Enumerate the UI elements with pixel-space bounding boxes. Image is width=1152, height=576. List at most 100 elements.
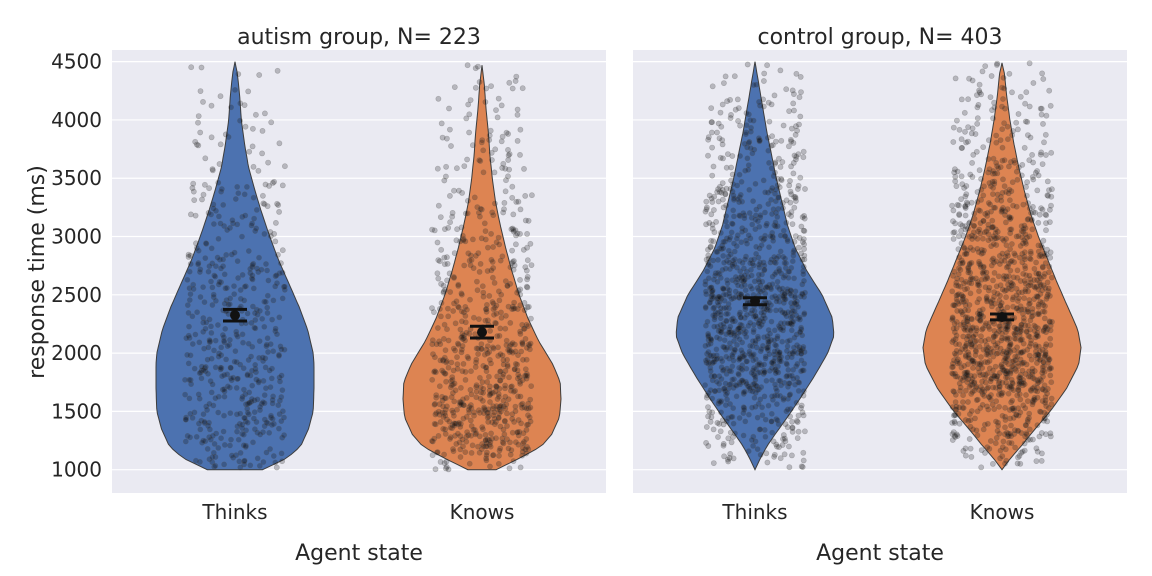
data-point <box>505 303 512 310</box>
data-point <box>248 353 254 360</box>
data-point <box>497 377 504 384</box>
data-point <box>1047 219 1053 225</box>
data-point <box>450 308 457 314</box>
data-point <box>263 419 270 426</box>
data-point <box>732 346 738 353</box>
data-point <box>502 165 509 172</box>
data-point <box>489 258 496 265</box>
data-point <box>513 232 519 239</box>
data-point <box>783 408 790 415</box>
data-point <box>279 247 286 254</box>
data-point <box>507 348 514 354</box>
data-point <box>970 151 977 158</box>
data-point <box>477 395 484 402</box>
data-point <box>476 374 483 381</box>
data-point <box>493 239 500 246</box>
data-point <box>788 163 794 170</box>
data-point <box>460 402 467 409</box>
data-point <box>750 367 756 374</box>
data-point <box>787 337 793 344</box>
data-point <box>209 302 216 308</box>
data-point <box>519 400 526 407</box>
data-point <box>953 347 960 354</box>
data-point <box>246 148 253 155</box>
data-point <box>956 233 962 240</box>
data-point <box>710 293 717 300</box>
data-point <box>522 217 529 224</box>
data-point <box>525 412 531 419</box>
data-point <box>1001 157 1008 164</box>
data-point <box>512 387 518 394</box>
data-point <box>279 387 286 393</box>
data-point <box>769 281 776 288</box>
data-point <box>970 229 977 236</box>
data-point <box>1009 179 1016 186</box>
data-point <box>755 333 761 340</box>
data-point <box>224 227 231 233</box>
data-point <box>478 206 485 213</box>
data-point <box>725 253 732 260</box>
data-point <box>708 237 714 244</box>
data-point <box>1048 365 1054 372</box>
x-tick-label: Knows <box>970 500 1035 524</box>
data-point <box>957 221 964 228</box>
data-point <box>745 448 752 455</box>
data-point <box>1029 174 1036 180</box>
data-point <box>437 341 444 347</box>
data-point <box>441 451 447 458</box>
data-point <box>1019 448 1026 455</box>
data-point <box>1016 391 1023 398</box>
data-point <box>518 348 525 355</box>
data-point <box>434 449 441 455</box>
data-point <box>791 308 798 314</box>
data-point <box>182 438 189 445</box>
data-point <box>969 389 976 395</box>
data-point <box>708 105 715 111</box>
data-point <box>505 157 512 163</box>
data-point <box>731 73 738 80</box>
data-point <box>484 244 491 251</box>
data-point <box>796 121 802 128</box>
data-point <box>783 313 790 319</box>
data-point <box>455 281 462 288</box>
data-point <box>748 128 754 135</box>
data-point <box>1007 197 1013 204</box>
y-tick-label: 3500 <box>51 166 102 190</box>
data-point <box>993 132 1000 139</box>
data-point <box>505 173 511 180</box>
data-point <box>260 429 266 435</box>
data-point <box>757 137 763 144</box>
data-point <box>250 415 257 422</box>
data-point <box>197 294 204 300</box>
data-point <box>270 420 277 427</box>
data-point <box>473 278 480 285</box>
data-point <box>474 204 481 210</box>
data-point <box>480 169 487 176</box>
data-point <box>997 261 1003 267</box>
data-point <box>196 458 203 465</box>
data-point <box>463 306 470 313</box>
data-point <box>745 162 752 169</box>
data-point <box>477 260 484 267</box>
data-point <box>777 326 784 333</box>
data-point <box>502 405 509 412</box>
data-point <box>267 384 274 390</box>
data-point <box>439 134 446 141</box>
data-point <box>263 341 270 348</box>
data-point <box>517 393 524 400</box>
data-point <box>964 318 971 325</box>
data-point <box>719 186 726 193</box>
data-point <box>527 396 534 403</box>
data-point <box>468 391 475 398</box>
data-point <box>1042 399 1048 406</box>
data-point <box>234 333 241 340</box>
data-point <box>1010 202 1016 209</box>
data-point <box>771 348 778 355</box>
data-point <box>509 411 516 418</box>
data-point <box>778 177 785 184</box>
data-point <box>461 335 467 341</box>
data-point <box>723 318 730 325</box>
data-point <box>789 221 796 227</box>
data-point <box>962 417 969 423</box>
data-point <box>1025 322 1031 329</box>
